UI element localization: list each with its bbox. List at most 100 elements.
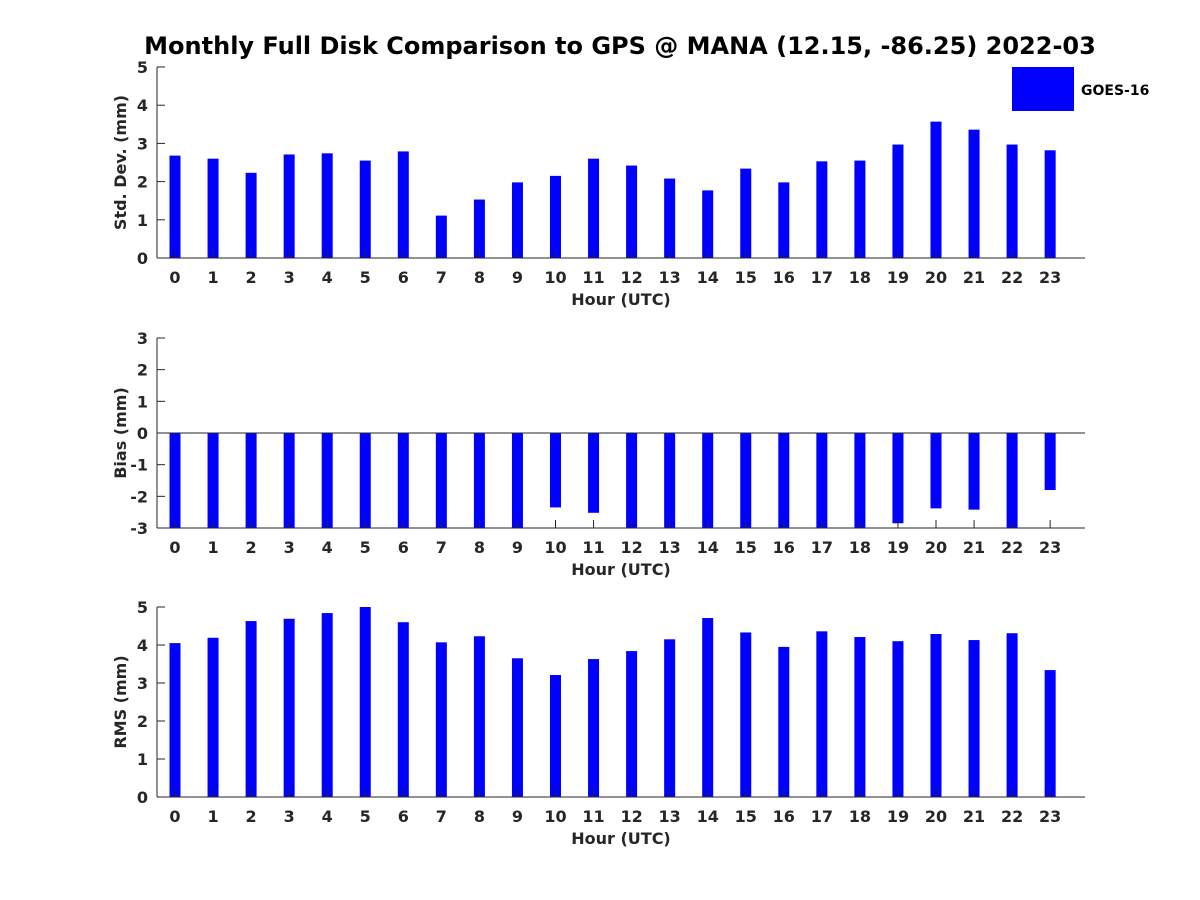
x-axis-label: Hour (UTC) xyxy=(571,290,671,309)
x-tick-label: 16 xyxy=(773,807,795,826)
x-tick-label: 13 xyxy=(659,807,681,826)
bar-hour-23 xyxy=(1044,150,1056,258)
x-tick-label: 0 xyxy=(169,268,180,287)
x-tick-label: 11 xyxy=(582,268,604,287)
x-tick-label: 21 xyxy=(963,268,985,287)
bar-hour-10 xyxy=(550,675,561,797)
bar-hour-2 xyxy=(245,433,257,528)
bar-hour-21 xyxy=(968,640,980,797)
x-axis-label: Hour (UTC) xyxy=(571,560,671,579)
bar-hour-2 xyxy=(245,172,257,258)
x-tick-label: 8 xyxy=(474,538,485,557)
x-tick-label: 5 xyxy=(360,268,371,287)
bar-hour-18 xyxy=(854,160,866,258)
bar-hour-9 xyxy=(511,658,523,797)
y-tick-label: 3 xyxy=(137,134,148,153)
x-tick-label: 18 xyxy=(849,538,871,557)
x-tick-label: 2 xyxy=(246,538,257,557)
x-tick-label: 14 xyxy=(697,807,719,826)
bar-hour-17 xyxy=(816,161,828,258)
bar-hour-15 xyxy=(740,168,752,258)
x-tick-label: 7 xyxy=(436,538,447,557)
bar-hour-20 xyxy=(930,121,942,258)
x-tick-label: 23 xyxy=(1039,807,1061,826)
bar-hour-16 xyxy=(778,182,790,258)
y-tick-label: 2 xyxy=(137,712,148,731)
bar-hour-22 xyxy=(1006,433,1018,528)
x-tick-label: 20 xyxy=(925,268,947,287)
bar-hour-11 xyxy=(588,659,600,797)
bar-hour-15 xyxy=(740,433,752,528)
x-tick-label: 18 xyxy=(849,807,871,826)
x-tick-label: 22 xyxy=(1001,538,1023,557)
bar-hour-5 xyxy=(359,160,371,258)
x-tick-label: 14 xyxy=(697,538,719,557)
y-tick-label: 2 xyxy=(137,361,148,380)
bar-hour-15 xyxy=(740,632,752,797)
x-tick-label: 4 xyxy=(322,268,333,287)
x-tick-label: 16 xyxy=(773,538,795,557)
bar-hour-22 xyxy=(1006,633,1018,797)
bar-hour-7 xyxy=(435,433,447,528)
x-tick-label: 17 xyxy=(811,807,833,826)
bar-hour-21 xyxy=(968,129,980,258)
bar-hour-19 xyxy=(892,641,904,797)
x-tick-label: 1 xyxy=(207,268,218,287)
x-tick-label: 1 xyxy=(207,538,218,557)
bar-hour-11 xyxy=(588,433,600,513)
x-tick-label: 13 xyxy=(659,538,681,557)
bar-hour-6 xyxy=(397,622,409,797)
bar-hour-9 xyxy=(511,433,523,528)
bar-hour-10 xyxy=(550,175,561,258)
bar-hour-19 xyxy=(892,144,904,258)
bar-hour-6 xyxy=(397,151,409,258)
x-tick-label: 9 xyxy=(512,538,523,557)
bar-hour-7 xyxy=(435,215,447,258)
x-tick-label: 12 xyxy=(620,268,642,287)
bar-hour-17 xyxy=(816,631,828,797)
x-tick-label: 2 xyxy=(246,268,257,287)
bar-hour-20 xyxy=(930,433,942,509)
x-tick-label: 19 xyxy=(887,807,909,826)
bar-hour-16 xyxy=(778,646,790,797)
bar-hour-8 xyxy=(473,636,485,797)
bar-hour-5 xyxy=(359,607,371,797)
bar-hour-22 xyxy=(1006,144,1018,258)
x-tick-label: 4 xyxy=(322,538,333,557)
x-tick-label: 8 xyxy=(474,807,485,826)
bar-hour-13 xyxy=(664,178,676,258)
x-tick-label: 22 xyxy=(1001,807,1023,826)
bar-hour-14 xyxy=(702,433,714,528)
x-tick-label: 15 xyxy=(735,268,757,287)
bar-hour-1 xyxy=(207,433,219,528)
bar-hour-4 xyxy=(321,613,333,797)
bar-hour-23 xyxy=(1044,670,1056,797)
bar-hour-4 xyxy=(321,153,333,258)
x-tick-label: 17 xyxy=(811,538,833,557)
y-tick-label: 1 xyxy=(137,392,148,411)
x-tick-label: 9 xyxy=(512,807,523,826)
x-tick-label: 15 xyxy=(735,807,757,826)
x-tick-label: 12 xyxy=(620,538,642,557)
legend-label: GOES-16 xyxy=(1081,83,1149,99)
bar-hour-10 xyxy=(550,433,561,508)
y-tick-label: 0 xyxy=(137,424,148,443)
y-tick-label: 1 xyxy=(137,750,148,769)
y-tick-label: 3 xyxy=(137,329,148,348)
bar-hour-14 xyxy=(702,618,714,797)
y-tick-label: 4 xyxy=(137,636,148,655)
bar-hour-1 xyxy=(207,158,219,258)
x-tick-label: 18 xyxy=(849,268,871,287)
x-tick-label: 23 xyxy=(1039,268,1061,287)
x-tick-label: 23 xyxy=(1039,538,1061,557)
bar-hour-23 xyxy=(1044,433,1056,490)
x-tick-label: 6 xyxy=(398,538,409,557)
bar-hour-12 xyxy=(626,165,638,258)
bar-hour-14 xyxy=(702,190,714,258)
x-tick-label: 7 xyxy=(436,268,447,287)
bar-hour-12 xyxy=(626,651,638,797)
x-tick-label: 1 xyxy=(207,807,218,826)
